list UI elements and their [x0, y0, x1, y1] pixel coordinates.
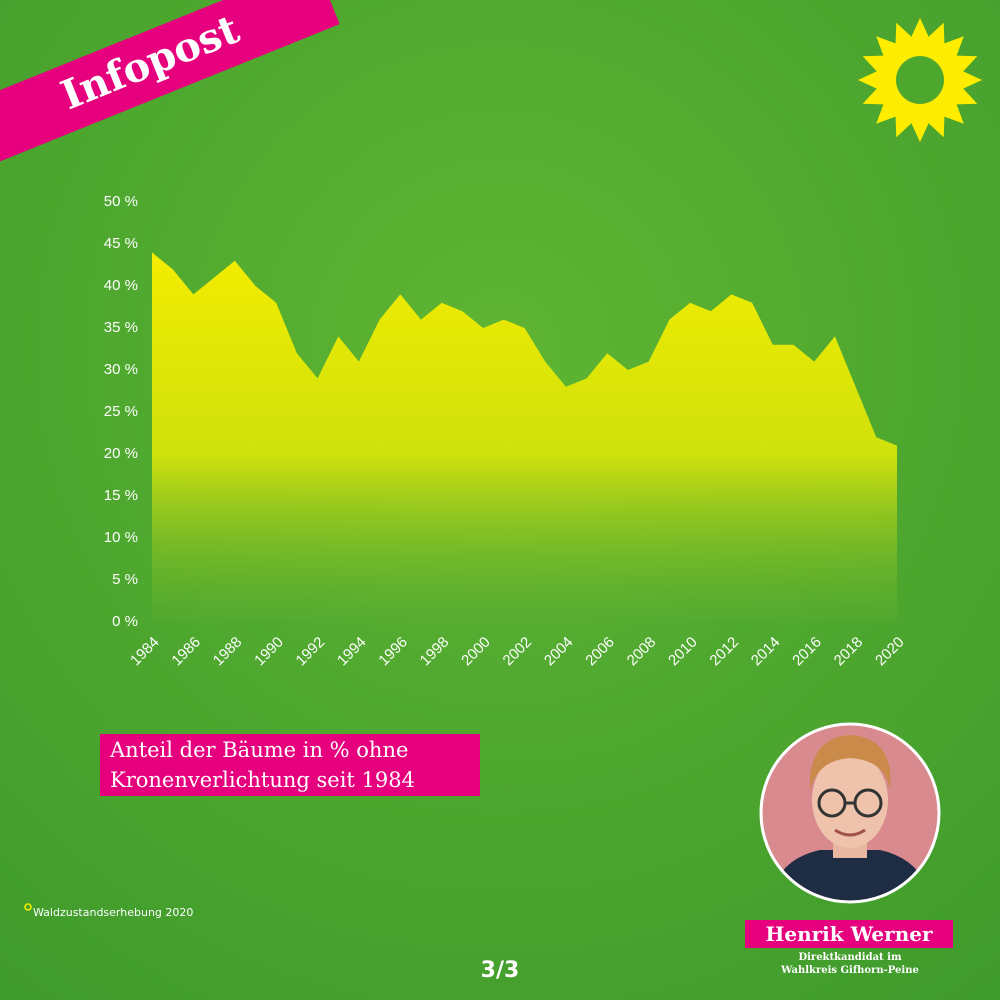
y-tick-label: 40 %: [104, 277, 138, 294]
portrait: [762, 725, 938, 901]
footnote-marker: [24, 903, 32, 911]
y-tick-label: 20 %: [104, 445, 138, 462]
y-tick-label: 10 %: [104, 529, 138, 546]
y-tick-label: 25 %: [104, 403, 138, 420]
logo-center: [896, 56, 944, 104]
person-name: Henrik Werner: [745, 920, 953, 948]
y-tick-label: 15 %: [104, 487, 138, 504]
y-tick-label: 5 %: [112, 571, 138, 588]
y-tick-label: 30 %: [104, 361, 138, 378]
area: [152, 252, 897, 622]
y-tick-label: 45 %: [104, 235, 138, 252]
portrait-ring: [759, 722, 941, 904]
footnote: Waldzustandserhebung 2020: [33, 906, 194, 919]
chart-title: Anteil der Bäume in % ohne Kronenverlich…: [100, 734, 480, 796]
y-tick-label: 35 %: [104, 319, 138, 336]
page-number: 3/3: [480, 958, 520, 983]
logo: [858, 18, 982, 142]
y-tick-label: 50 %: [104, 193, 138, 210]
badge-band: [0, 0, 340, 167]
person-role: Wahlkreis Gifhorn-Peine: [781, 965, 919, 976]
person-role: Direktkandidat im: [798, 952, 902, 963]
y-tick-label: 0 %: [112, 613, 138, 630]
